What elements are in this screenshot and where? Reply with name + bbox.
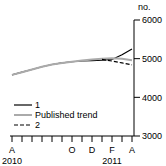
html-text:1: 1 bbox=[35, 100, 40, 110]
svg-text:D: D bbox=[89, 145, 96, 155]
svg-text:A: A bbox=[129, 145, 135, 155]
svg-text:6000: 6000 bbox=[142, 15, 158, 25]
html-text:2: 2 bbox=[35, 120, 40, 130]
svg-text:F: F bbox=[109, 145, 115, 155]
svg-text:O: O bbox=[68, 145, 75, 155]
html-text:no.: no. bbox=[138, 2, 151, 12]
svg-text:4000: 4000 bbox=[142, 93, 158, 103]
html-text:Published trend: Published trend bbox=[35, 110, 98, 120]
svg-text:2010: 2010 bbox=[8, 156, 22, 166]
svg-text:2011: 2011 bbox=[102, 156, 121, 166]
svg-text:A: A bbox=[9, 145, 15, 155]
svg-text:3000: 3000 bbox=[142, 131, 158, 141]
svg-text:5000: 5000 bbox=[142, 54, 158, 64]
